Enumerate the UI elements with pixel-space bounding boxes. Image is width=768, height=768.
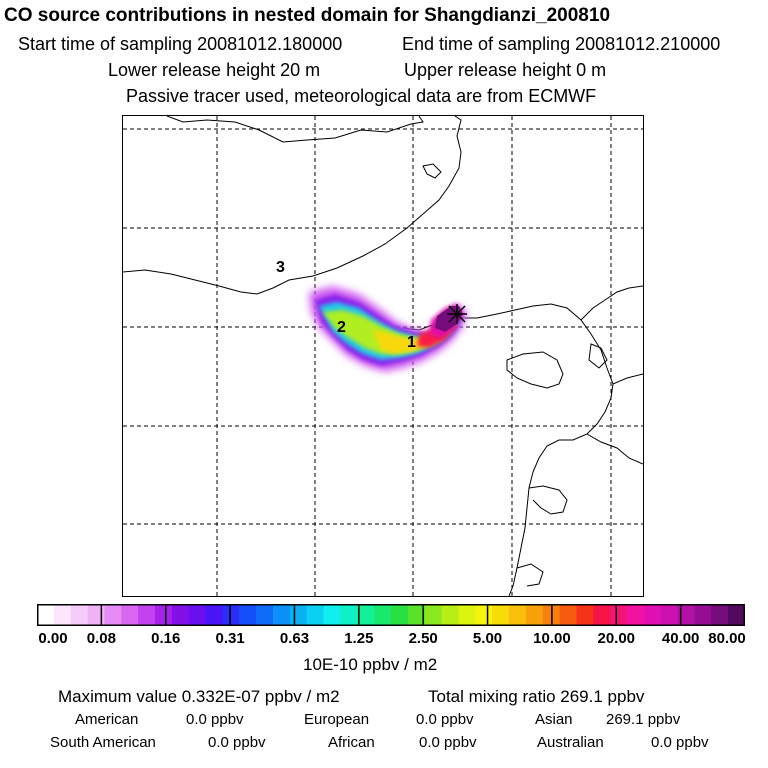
lower-release-height-label: Lower release height 20 m <box>108 60 321 80</box>
colorbar-swatch <box>391 604 409 626</box>
total-mixing-ratio-label: Total mixing ratio 269.1 ppbv <box>428 687 645 706</box>
colorbar-swatch <box>155 604 173 626</box>
colorbar-tick-label: 0.63 <box>279 630 310 647</box>
colorbar-swatch <box>424 604 443 626</box>
colorbar-swatch <box>475 604 493 626</box>
colorbar-swatch <box>458 604 476 626</box>
coastlines-borders <box>123 116 643 596</box>
colorbar-tick-label: 20.00 <box>597 630 636 647</box>
colorbar-swatch <box>289 604 308 626</box>
end-time-label: End time of sampling 20081012.210000 <box>402 34 721 54</box>
colorbar-swatch <box>576 604 594 626</box>
colorbar-swatch <box>306 604 325 626</box>
co-plume <box>309 286 467 372</box>
region-south-american-name: South American <box>50 734 156 751</box>
colorbar-swatch <box>559 604 578 626</box>
colorbar-swatch <box>138 604 156 626</box>
region-european-name: European <box>304 711 370 728</box>
colorbar-swatch <box>37 604 55 626</box>
colorbar-swatch <box>643 604 662 626</box>
region-australian-name: Australian <box>537 734 604 751</box>
colorbar-swatch <box>222 604 240 626</box>
colorbar-swatch <box>256 604 274 626</box>
colorbar-swatch <box>205 604 224 626</box>
colorbar-swatch <box>53 604 72 626</box>
colorbar-swatch <box>273 604 291 626</box>
region-european-value: 0.0 ppbv <box>416 711 474 728</box>
colorbar-tick-label: 0.31 <box>215 630 245 647</box>
map-label-3: 3 <box>276 259 285 276</box>
colorbar-swatch <box>87 604 106 626</box>
colorbar-swatch <box>374 604 392 626</box>
region-australian-value: 0.0 ppbv <box>651 734 709 751</box>
colorbar-tick-label: 5.00 <box>472 630 503 647</box>
passive-tracer-label: Passive tracer used, meteorological data… <box>126 86 597 106</box>
colorbar-swatch <box>660 604 679 626</box>
map-canvas: 3 2 1 <box>123 116 643 596</box>
map-label-2: 2 <box>337 319 346 336</box>
maximum-value-label: Maximum value 0.332E-07 ppbv / m2 <box>58 687 340 706</box>
colorbar-swatch <box>509 604 527 626</box>
colorbar-unit-label: 10E-10 ppbv / m2 <box>303 655 438 674</box>
colorbar-tick-label: 1.25 <box>344 630 374 647</box>
colorbar-swatch <box>677 604 696 626</box>
map-panel[interactable]: 3 2 1 <box>122 115 644 597</box>
colorbar-tick-label: 10.00 <box>533 630 571 647</box>
graticule <box>123 116 643 596</box>
colorbar-swatch <box>340 604 358 626</box>
region-african-value: 0.0 ppbv <box>419 734 477 751</box>
colorbar <box>37 604 745 626</box>
colorbar-swatch <box>121 604 139 626</box>
colorbar-swatch <box>357 604 375 626</box>
colorbar-swatch <box>525 604 544 626</box>
colorbar-tick-label: 0.00 <box>38 630 68 647</box>
region-south-american-value: 0.0 ppbv <box>208 734 266 751</box>
region-asian-name: Asian <box>535 711 573 728</box>
map-title: CO source contributions in nested domain… <box>4 5 611 26</box>
colorbar-swatch <box>711 604 729 626</box>
colorbar-tick-label: 0.16 <box>151 630 181 647</box>
region-american-value: 0.0 ppbv <box>186 711 244 728</box>
colorbar-swatch <box>171 604 190 626</box>
region-african-name: African <box>328 734 375 751</box>
colorbar-swatch <box>323 604 342 626</box>
colorbar-tick-label: 0.08 <box>86 630 116 647</box>
colorbar-swatch <box>407 604 426 626</box>
start-time-label: Start time of sampling 20081012.180000 <box>18 34 343 54</box>
colorbar-border <box>37 604 745 626</box>
colorbar-swatch <box>694 604 712 626</box>
colorbar-tick-label: 80.00 <box>708 630 746 647</box>
colorbar-swatch <box>239 604 257 626</box>
upper-release-height-label: Upper release height 0 m <box>404 60 607 80</box>
colorbar-swatch <box>627 604 645 626</box>
colorbar-swatch <box>610 604 628 626</box>
colorbar-swatch <box>492 604 510 626</box>
colorbar-swatch <box>593 604 611 626</box>
colorbar-swatch <box>104 604 122 626</box>
colorbar-swatch <box>70 604 89 626</box>
receptor-x-icon <box>447 304 467 324</box>
colorbar-swatch <box>188 604 207 626</box>
colorbar-tick-label: 40.00 <box>661 630 700 647</box>
colorbar-swatch <box>441 604 460 626</box>
region-asian-value: 269.1 ppbv <box>606 711 681 728</box>
colorbar-swatch <box>728 604 745 626</box>
colorbar-tick-label: 2.50 <box>408 630 438 647</box>
map-label-1: 1 <box>407 334 416 351</box>
region-american-name: American <box>75 711 139 728</box>
